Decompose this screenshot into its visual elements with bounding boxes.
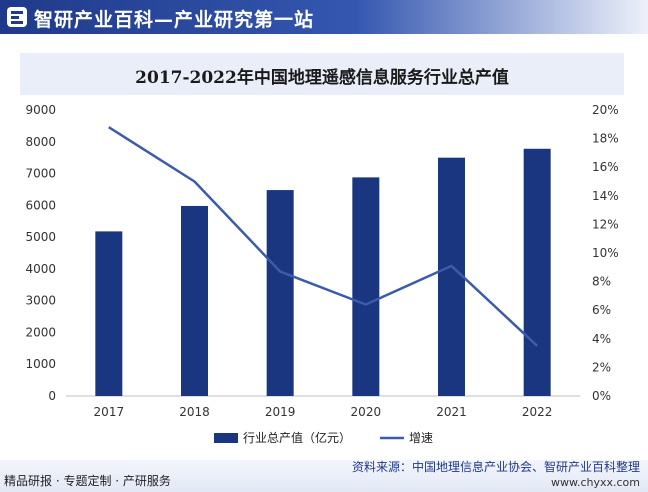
chart-title: 2017-2022年中国地理遥感信息服务行业总产值 bbox=[135, 68, 509, 88]
right-axis-ticks: 0% 2% 4% 6% 8% 10% 12% 14% 16% 18% 20% bbox=[592, 103, 619, 403]
right-axis-tick-label: 16% bbox=[592, 160, 619, 174]
footer-bar: 精品研报 · 专题定制 · 产研服务 资料来源：中国地理信息产业协会、智研产业百… bbox=[0, 460, 648, 492]
footer-source-text: 资料来源：中国地理信息产业协会、智研产业百科整理 bbox=[351, 460, 640, 474]
right-axis-tick-label: 2% bbox=[592, 360, 611, 374]
legend-bar-label: 行业总产值（亿元） bbox=[243, 430, 351, 445]
left-axis-tick-label: 2000 bbox=[25, 325, 56, 339]
line-series-group bbox=[108, 126, 539, 347]
bar-2019 bbox=[266, 190, 294, 396]
header-title: 智研产业百科—产业研究第一站 bbox=[34, 9, 315, 31]
x-axis-tick-label: 2019 bbox=[265, 405, 296, 419]
zhiyan-logo-icon bbox=[7, 7, 27, 27]
header-banner: 智研产业百科—产业研究第一站 bbox=[0, 0, 648, 34]
x-axis-tick-label: 2020 bbox=[351, 405, 382, 419]
chart-canvas: 0 1000 2000 3000 4000 5000 6000 7000 8000 9000 0%… bbox=[25, 103, 619, 445]
left-axis-tick-label: 1000 bbox=[25, 357, 56, 371]
right-axis-tick-label: 6% bbox=[592, 303, 611, 317]
bar-2020 bbox=[352, 177, 380, 396]
right-axis-tick-label: 4% bbox=[592, 332, 611, 346]
right-axis-tick-label: 10% bbox=[592, 246, 619, 260]
bar-series bbox=[95, 148, 551, 396]
left-axis-tick-label: 3000 bbox=[25, 294, 56, 308]
right-axis-tick-label: 14% bbox=[592, 189, 619, 203]
legend-line-label: 增速 bbox=[409, 431, 433, 445]
bar-2017 bbox=[95, 231, 123, 396]
x-axis-tick-label: 2017 bbox=[94, 405, 125, 419]
x-axis-tick-label: 2022 bbox=[522, 405, 553, 419]
left-axis-tick-label: 5000 bbox=[25, 230, 56, 244]
bar-2018 bbox=[181, 205, 208, 396]
footer-services-text: 精品研报 · 专题定制 · 产研服务 bbox=[4, 474, 171, 488]
left-axis-tick-label: 9000 bbox=[25, 103, 56, 117]
left-axis-ticks: 0 1000 2000 3000 4000 5000 6000 7000 8000 9000 bbox=[25, 103, 56, 403]
right-axis-tick-label: 20% bbox=[592, 103, 619, 117]
footer-url-link[interactable]: www.chyxx.com bbox=[550, 476, 640, 489]
left-axis-tick-label: 7000 bbox=[25, 167, 56, 181]
x-axis-tick-label: 2021 bbox=[436, 405, 467, 419]
right-axis-tick-label: 12% bbox=[592, 217, 619, 231]
left-axis-tick-label: 8000 bbox=[25, 135, 56, 149]
chart-title-box: 2017-2022年中国地理遥感信息服务行业总产值 bbox=[20, 53, 624, 95]
right-axis-tick-label: 0% bbox=[592, 389, 611, 403]
left-axis-tick-label: 4000 bbox=[25, 262, 56, 276]
left-axis-tick-label: 6000 bbox=[25, 198, 56, 212]
bar-2022 bbox=[523, 148, 551, 396]
growth-rate-line bbox=[108, 126, 539, 347]
legend-bar-swatch bbox=[214, 433, 238, 443]
x-axis-tick-label: 2018 bbox=[179, 405, 210, 419]
legend: 行业总产值（亿元） 增速 bbox=[214, 430, 433, 445]
bar-2021 bbox=[438, 157, 465, 396]
x-axis-ticks: 2017 2018 2019 2020 2021 2022 bbox=[94, 405, 553, 419]
right-axis-tick-label: 18% bbox=[592, 132, 619, 146]
right-axis-tick-label: 8% bbox=[592, 275, 611, 289]
left-axis-tick-label: 0 bbox=[48, 389, 56, 403]
